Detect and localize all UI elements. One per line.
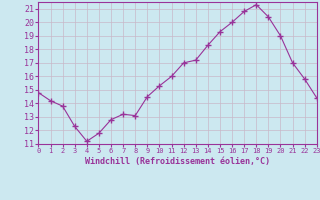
X-axis label: Windchill (Refroidissement éolien,°C): Windchill (Refroidissement éolien,°C) <box>85 157 270 166</box>
